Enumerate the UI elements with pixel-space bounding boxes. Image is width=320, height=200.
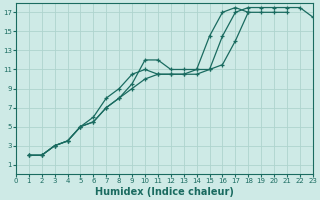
X-axis label: Humidex (Indice chaleur): Humidex (Indice chaleur): [95, 187, 234, 197]
